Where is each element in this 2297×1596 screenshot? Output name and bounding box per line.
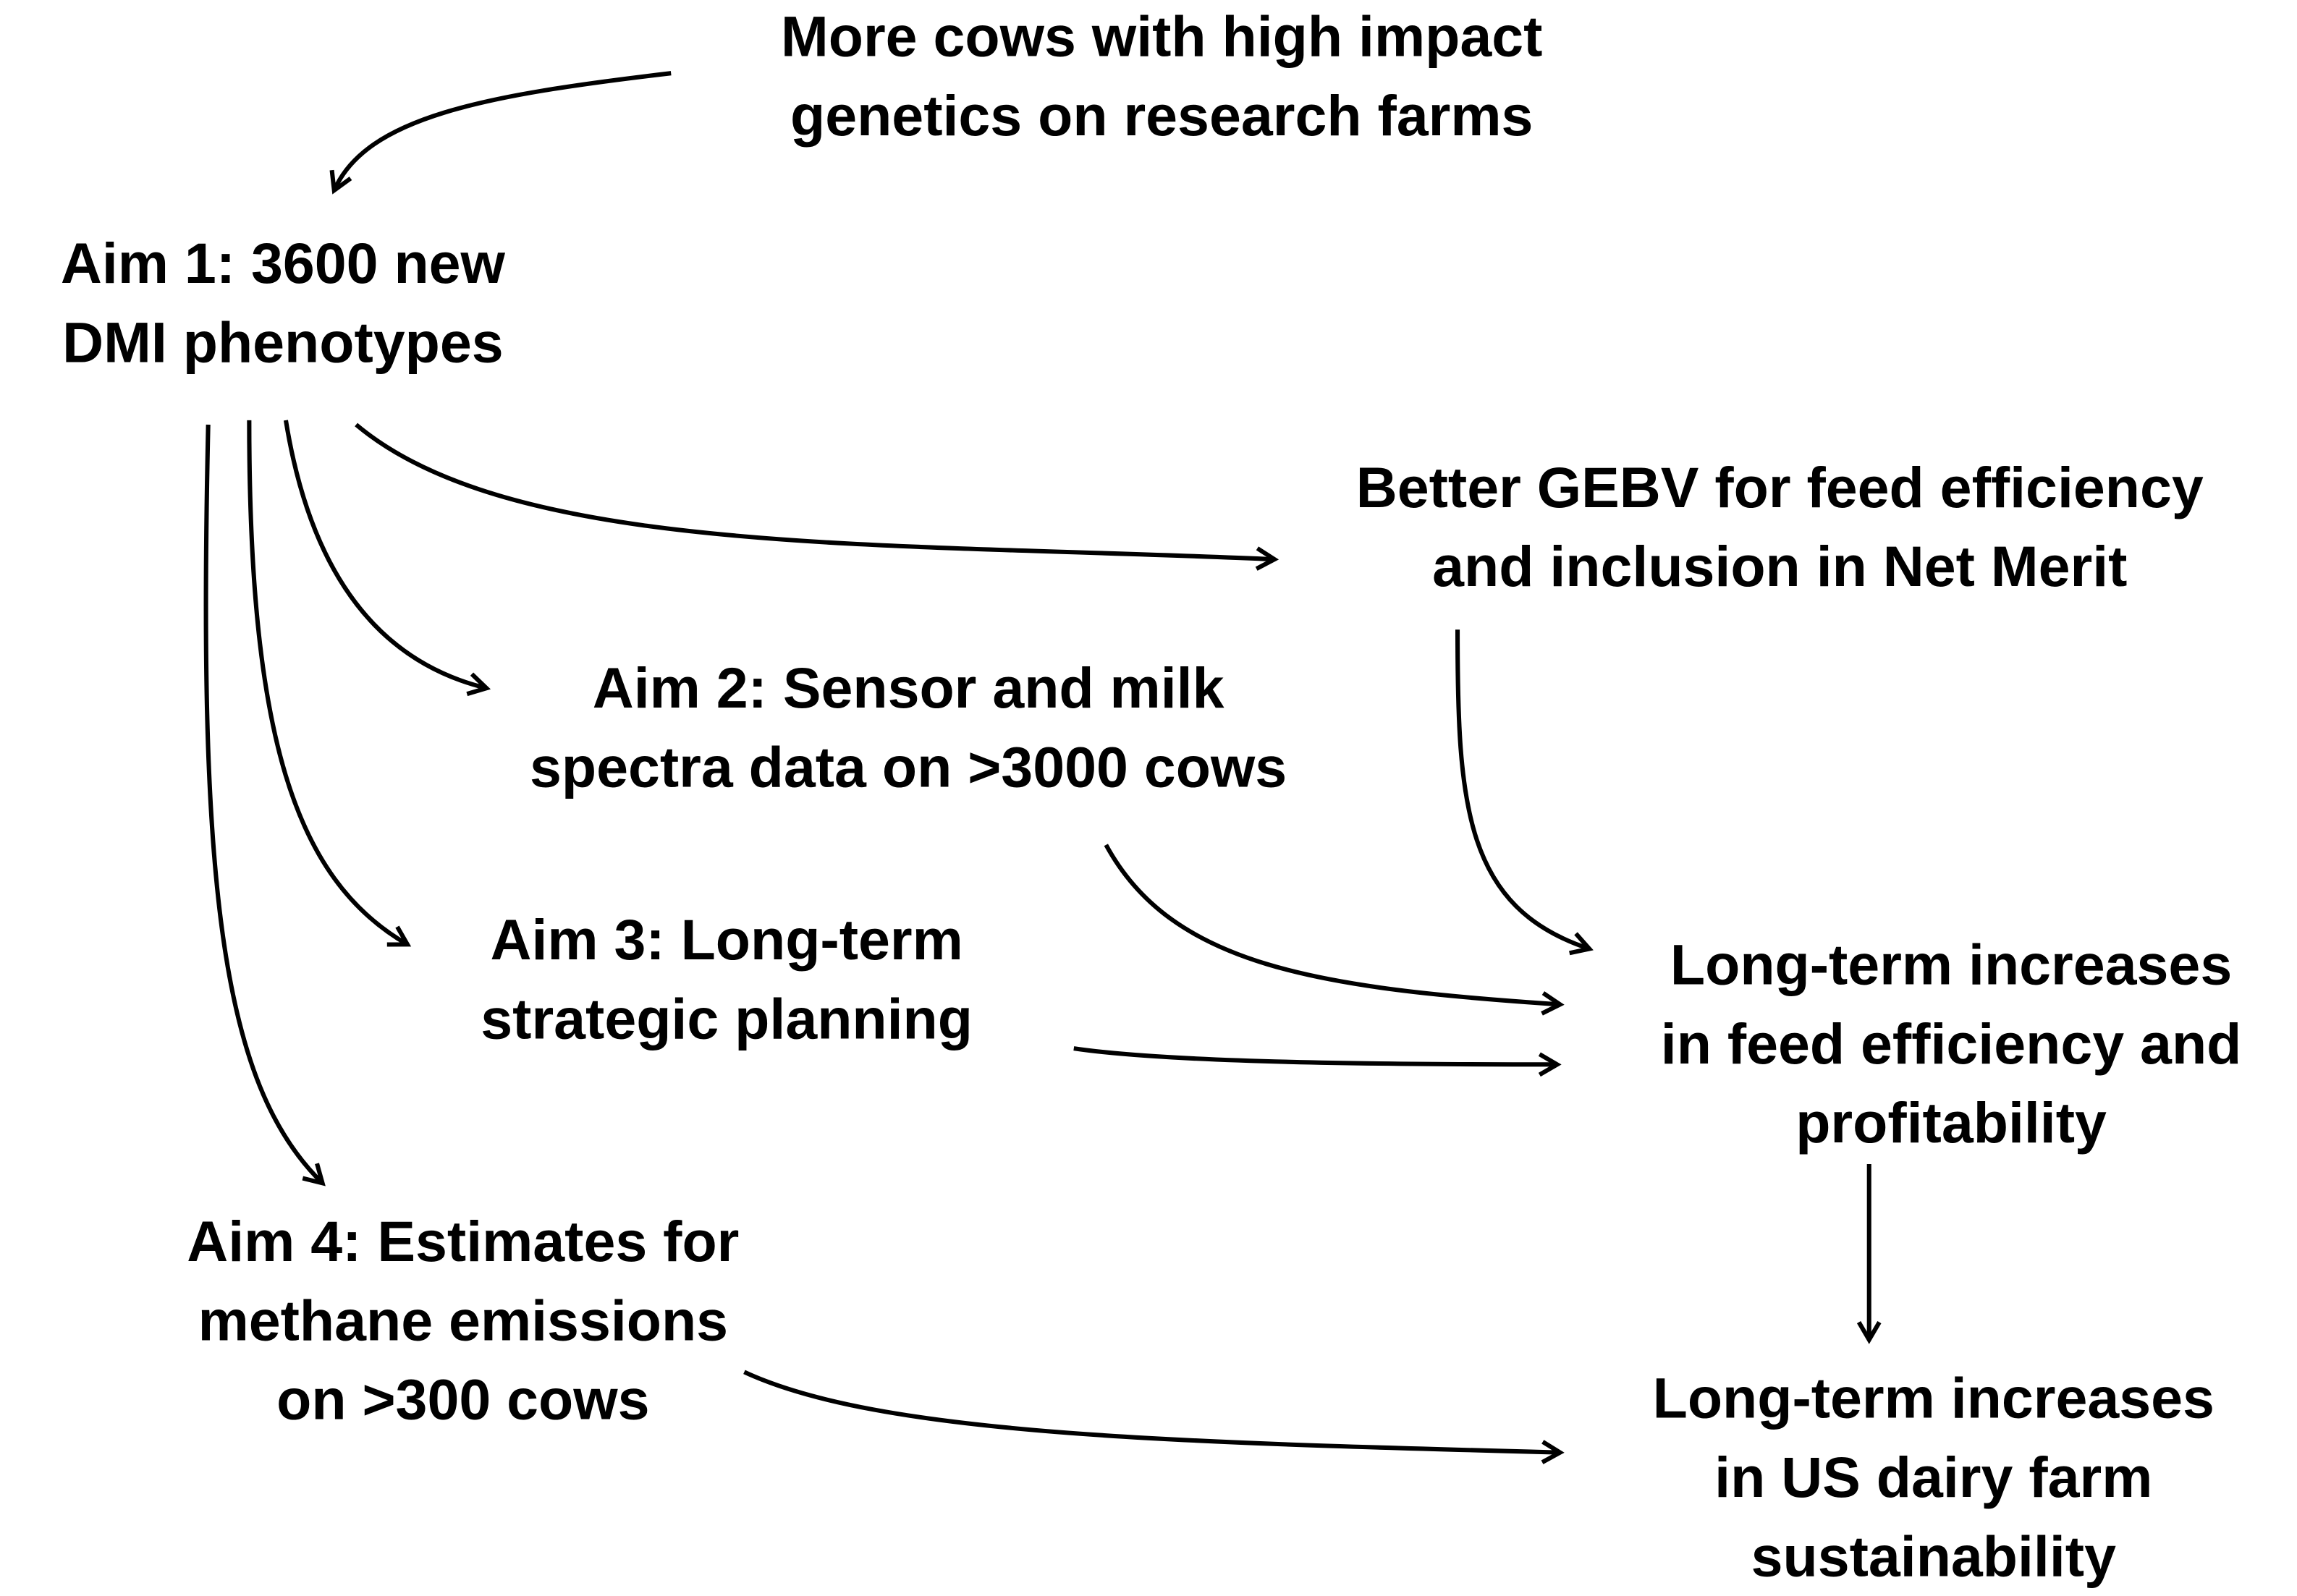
node-label: Long-term increases [1670,933,2232,997]
arrow [329,71,672,195]
node-label: DMI phenotypes [62,310,503,374]
arrow [203,424,326,1187]
arrows [203,71,1882,1464]
node: Long-term increases in US dairy farm susta… [1653,1367,2214,1589]
arrow [1073,1046,1562,1077]
node-label: genetics on research farms [790,84,1533,148]
arrow [355,423,1279,571]
node-label: and inclusion in Net Merit [1432,535,2127,598]
node-label: in feed efficiency and [1661,1012,2242,1076]
node-label: Aim 4: Estimates for [187,1210,739,1273]
node-label: Aim 3: Long-term [490,908,963,972]
node-label: Long-term increases [1653,1367,2214,1430]
node-label: profitability [1795,1091,2107,1155]
node-label: sustainability [1751,1524,2116,1588]
node: Better GEBV for feed efficiency and inclu… [1356,456,2204,598]
arrow [247,420,412,947]
node-label: Aim 2: Sensor and milk [593,656,1224,720]
node: Long-term increases in feed efficiency an… [1661,933,2242,1155]
node-label: methane emissions [198,1289,729,1352]
node-label: strategic planning [481,988,973,1051]
node: More cows with high impact genetics on re… [781,5,1542,148]
node-label: spectra data on >3000 cows [530,735,1287,799]
node-label: Better GEBV for feed efficiency [1356,456,2204,519]
node-label: on >300 cows [276,1368,649,1432]
arrow [283,420,491,697]
node-label: More cows with high impact [781,5,1542,69]
node-label: in US dairy farm [1714,1446,2152,1509]
arrow [743,1370,1565,1464]
node: Aim 2: Sensor and milk spectra data on >3… [530,656,1287,799]
node: Aim 3: Long-term strategic planning [481,908,973,1050]
node: Aim 1: 3600 new DMI phenotypes [61,232,506,374]
node-label: Aim 1: 3600 new [61,232,506,295]
arrow [1455,629,1594,956]
node: Aim 4: Estimates for methane emissions on … [187,1210,739,1432]
arrow [1104,844,1565,1016]
